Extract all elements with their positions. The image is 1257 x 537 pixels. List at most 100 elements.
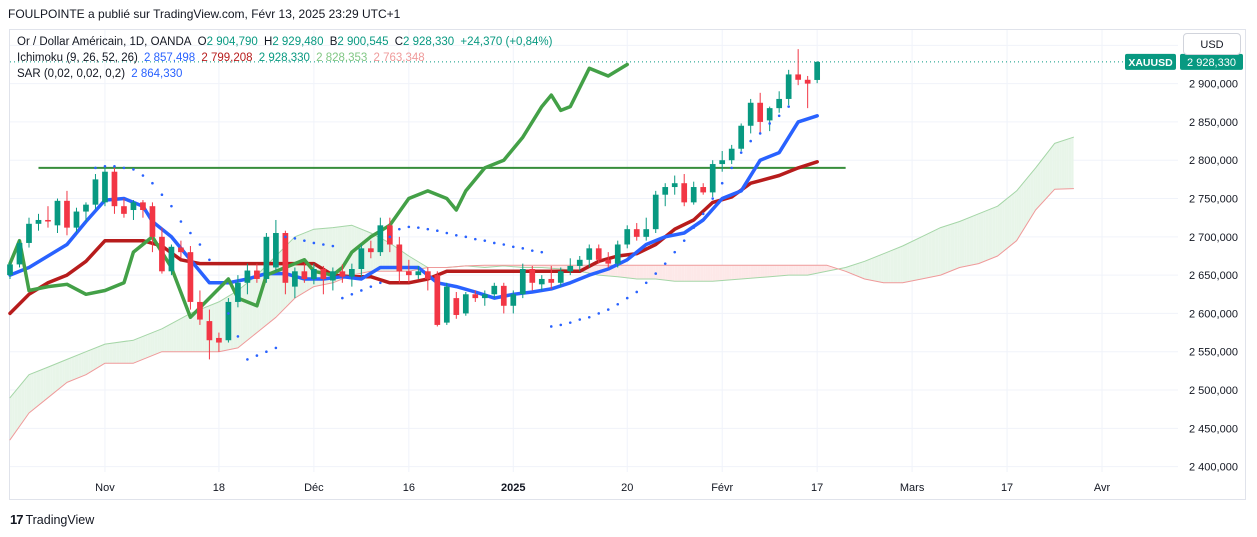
cloud-segment	[964, 218, 967, 267]
cloud-segment	[933, 229, 936, 277]
cloud-segment	[705, 265, 708, 282]
cloud-segment	[116, 342, 120, 364]
cloud-segment	[959, 220, 962, 268]
cloud-segment	[957, 221, 960, 269]
sar-dot	[758, 132, 762, 135]
candle	[320, 265, 327, 295]
cloud-segment	[142, 335, 146, 360]
sar-dot	[141, 174, 145, 177]
sar-dot	[606, 308, 610, 311]
candle-body	[757, 102, 764, 122]
cloud-segment	[50, 365, 53, 396]
sar-dot	[255, 354, 259, 357]
cloud-segment	[741, 265, 744, 279]
candle	[538, 275, 545, 291]
candle-body	[567, 265, 574, 272]
cloud-segment	[563, 265, 566, 270]
candle-body	[681, 183, 688, 203]
cloud-segment	[764, 265, 768, 278]
sar-dot	[113, 165, 116, 168]
legend-instrument-row: Or / Dollar Américain, 1D, OANDA O2 904,…	[17, 35, 556, 49]
tradingview-footer[interactable]: 17 TradingView	[10, 512, 94, 527]
cloud-segment	[330, 227, 333, 284]
candle	[804, 75, 811, 109]
candle-body	[719, 160, 726, 165]
cloud-segment	[639, 265, 642, 279]
candle	[614, 240, 621, 268]
cloud-segment	[731, 265, 735, 280]
legend-sar-row[interactable]: SAR (0,02, 0,02, 0,2) 2 864,330	[17, 67, 185, 81]
sar-dot	[568, 321, 572, 324]
currency-button[interactable]: USD	[1183, 33, 1241, 55]
y-tick-label: 2 450,000	[1189, 423, 1238, 435]
cloud-segment	[923, 234, 927, 279]
cloud-segment	[976, 213, 979, 265]
candle-body	[367, 248, 374, 253]
legend-sar-value: 2 864,330	[131, 68, 183, 80]
candle-body	[254, 270, 260, 279]
cloud-segment	[703, 265, 706, 282]
legend-ichimoku-row[interactable]: Ichimoku (9, 26, 52, 26) 2 857,498 2 799…	[17, 51, 428, 65]
sar-dot	[360, 289, 363, 292]
candle-body	[738, 125, 745, 149]
cloud-segment	[845, 266, 849, 273]
candle	[529, 265, 536, 291]
cloud-segment	[551, 265, 554, 269]
cloud-segment	[176, 319, 179, 352]
candle-body	[462, 294, 469, 314]
candle-body	[140, 202, 146, 211]
cloud-segment	[817, 265, 820, 274]
cloud-segment	[347, 225, 350, 278]
candle-body	[557, 271, 564, 283]
candle	[26, 217, 32, 248]
cloud-segment	[952, 223, 955, 271]
candle-body	[311, 269, 317, 279]
candle-body	[83, 204, 89, 212]
candle-body	[804, 79, 811, 84]
cloud-segment	[90, 348, 94, 372]
cloud-segment	[805, 265, 808, 276]
cloud-segment	[1049, 146, 1053, 195]
candle-body	[168, 246, 175, 272]
candle	[681, 174, 688, 207]
sar-dot	[217, 281, 221, 285]
cloud-segment	[914, 239, 917, 281]
candle-body	[595, 248, 602, 260]
cloud-segment	[47, 366, 51, 398]
cloud-segment	[643, 265, 647, 279]
candle	[709, 160, 716, 197]
cloud-segment	[916, 237, 920, 280]
cloud-segment	[161, 327, 165, 352]
legend-ichimoku-kijun: 2 799,208	[201, 52, 253, 64]
cloud-segment	[688, 265, 692, 282]
sar-dot	[179, 220, 183, 223]
cloud-segment	[17, 386, 20, 430]
cloud-segment	[985, 210, 989, 261]
candle	[519, 263, 526, 299]
candle-body	[500, 285, 507, 306]
cloud-segment	[202, 307, 205, 352]
cloud-segment	[278, 251, 281, 315]
cloud-segment	[900, 246, 903, 283]
cloud-segment	[128, 340, 132, 364]
candle	[595, 244, 602, 264]
cloud-segment	[534, 265, 538, 268]
y-tick-label: 2 800,000	[1189, 155, 1238, 167]
cloud-segment	[954, 222, 958, 270]
candle	[643, 217, 650, 241]
sar-dot	[322, 243, 325, 246]
cloud-segment	[684, 265, 687, 282]
candle	[624, 225, 631, 249]
cloud-segment	[1007, 196, 1010, 249]
candle-body	[586, 248, 593, 260]
cloud-segment	[558, 265, 561, 270]
cloud-segment	[74, 355, 77, 380]
legend-low-value: 2 900,545	[337, 36, 389, 48]
x-tick-label: Avr	[1094, 482, 1111, 494]
x-tick-label: Déc	[304, 482, 324, 494]
candle	[263, 232, 270, 283]
candle-body	[235, 282, 241, 302]
cloud-segment	[990, 208, 993, 259]
candle	[491, 282, 498, 299]
